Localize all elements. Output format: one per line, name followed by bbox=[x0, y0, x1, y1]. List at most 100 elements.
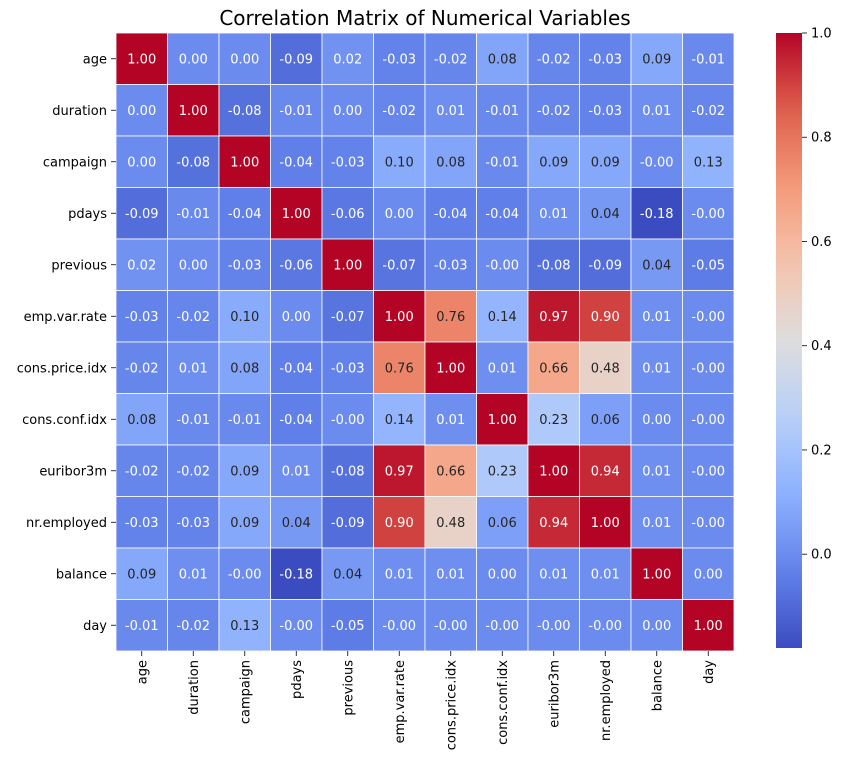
heatmap-cell bbox=[424, 135, 477, 188]
cell-value-label: -0.00 bbox=[691, 464, 725, 479]
heatmap-cell bbox=[270, 290, 323, 343]
heatmap-cell bbox=[373, 341, 426, 394]
heatmap-cell bbox=[167, 341, 220, 394]
cell-value-label: 1.00 bbox=[436, 361, 465, 376]
y-tick-label: balance bbox=[56, 567, 107, 582]
cell-value-label: -0.00 bbox=[691, 413, 725, 428]
cell-value-label: 0.01 bbox=[436, 413, 465, 428]
cell-value-label: -0.03 bbox=[588, 52, 622, 67]
heatmap-cell bbox=[579, 84, 632, 137]
cell-value-label: 0.08 bbox=[127, 413, 156, 428]
cell-value-label: 0.48 bbox=[436, 516, 465, 531]
cell-value-label: -0.00 bbox=[691, 361, 725, 376]
heatmap-cell bbox=[579, 393, 632, 446]
cell-value-label: 0.94 bbox=[539, 516, 568, 531]
cell-value-label: -0.01 bbox=[176, 413, 210, 428]
cell-value-label: 0.14 bbox=[385, 413, 414, 428]
heatmap-cell bbox=[630, 341, 683, 394]
cell-value-label: 0.09 bbox=[230, 516, 259, 531]
heatmap-cell bbox=[218, 599, 271, 652]
heatmap-cell bbox=[167, 187, 220, 240]
heatmap-cell bbox=[579, 496, 632, 549]
heatmap-cell bbox=[527, 187, 580, 240]
heatmap-cell bbox=[682, 599, 735, 652]
cell-value-label: -0.00 bbox=[691, 310, 725, 325]
cell-value-label: 0.01 bbox=[436, 567, 465, 582]
cell-value-label: -0.08 bbox=[537, 258, 571, 273]
cell-value-label: 1.00 bbox=[642, 567, 671, 582]
x-tick-label: day bbox=[702, 660, 717, 684]
cell-value-label: 0.01 bbox=[642, 516, 671, 531]
cell-value-label: -0.06 bbox=[331, 207, 365, 222]
heatmap-cell bbox=[527, 547, 580, 600]
cell-value-label: 1.00 bbox=[694, 619, 723, 634]
heatmap-cell bbox=[167, 238, 220, 291]
cell-value-label: -0.01 bbox=[279, 104, 313, 119]
cell-value-label: -0.02 bbox=[434, 52, 468, 67]
cell-value-label: 0.04 bbox=[642, 258, 671, 273]
cell-value-label: -0.02 bbox=[382, 104, 416, 119]
cell-value-label: 0.09 bbox=[127, 567, 156, 582]
y-tick-label: day bbox=[83, 619, 107, 634]
cell-value-label: 0.01 bbox=[488, 361, 517, 376]
heatmap-cell bbox=[167, 547, 220, 600]
heatmap-cell bbox=[476, 32, 529, 85]
heatmap-cell bbox=[476, 290, 529, 343]
heatmap-cell bbox=[270, 84, 323, 137]
cell-value-label: 0.13 bbox=[694, 155, 723, 170]
heatmap-cell bbox=[527, 84, 580, 137]
cell-value-label: -0.08 bbox=[228, 104, 262, 119]
heatmap-cell bbox=[682, 135, 735, 188]
heatmap-cell bbox=[424, 496, 477, 549]
cell-value-label: -0.04 bbox=[485, 207, 519, 222]
heatmap-cell bbox=[373, 547, 426, 600]
cell-value-label: 0.66 bbox=[436, 464, 465, 479]
cell-value-label: 0.01 bbox=[642, 104, 671, 119]
cell-value-label: -0.09 bbox=[125, 207, 159, 222]
cell-value-label: 0.76 bbox=[385, 361, 414, 376]
cell-value-label: 0.00 bbox=[385, 207, 414, 222]
cell-value-label: 1.00 bbox=[230, 155, 259, 170]
x-tick-label: pdays bbox=[290, 660, 305, 699]
heatmap-cell bbox=[630, 496, 683, 549]
cell-value-label: -0.01 bbox=[485, 104, 519, 119]
colorbar-ticks: 0.0 0.2 0.4 0.6 0.8 1.0 bbox=[802, 27, 832, 563]
heatmap-cell bbox=[270, 393, 323, 446]
heatmap-cell bbox=[218, 444, 271, 497]
cell-value-label: -0.00 bbox=[485, 258, 519, 273]
cell-value-label: -0.02 bbox=[176, 619, 210, 634]
cell-value-label: 0.01 bbox=[642, 361, 671, 376]
cell-value-label: -0.00 bbox=[382, 619, 416, 634]
x-tick-label: age bbox=[135, 660, 150, 684]
heatmap-cell bbox=[579, 32, 632, 85]
cell-value-label: -0.09 bbox=[279, 52, 313, 67]
colorbar-tick-label: 0.0 bbox=[811, 548, 832, 563]
cell-value-label: 0.09 bbox=[539, 155, 568, 170]
colorbar-tick-label: 0.6 bbox=[811, 235, 832, 250]
heatmap-cell bbox=[270, 547, 323, 600]
cell-value-label: 1.00 bbox=[539, 464, 568, 479]
cell-value-label: -0.00 bbox=[434, 619, 468, 634]
heatmap-cell bbox=[579, 599, 632, 652]
cell-value-label: 0.01 bbox=[591, 567, 620, 582]
cell-value-label: 0.09 bbox=[591, 155, 620, 170]
cell-value-label: 0.76 bbox=[436, 310, 465, 325]
heatmap-cell bbox=[682, 496, 735, 549]
cell-value-label: -0.01 bbox=[125, 619, 159, 634]
cell-value-label: 0.23 bbox=[539, 413, 568, 428]
cell-value-label: -0.00 bbox=[691, 207, 725, 222]
heatmap-cell bbox=[424, 290, 477, 343]
heatmap-cell bbox=[682, 547, 735, 600]
cell-value-label: -0.02 bbox=[176, 464, 210, 479]
cell-value-label: 0.04 bbox=[282, 516, 311, 531]
cell-value-label: 0.01 bbox=[642, 464, 671, 479]
heatmap-cell bbox=[682, 393, 735, 446]
heatmap-cell bbox=[167, 32, 220, 85]
heatmap-cell bbox=[115, 393, 168, 446]
x-tick-label: campaign bbox=[238, 660, 253, 724]
cell-value-label: 0.08 bbox=[436, 155, 465, 170]
heatmap-cell bbox=[115, 547, 168, 600]
cell-value-label: -0.04 bbox=[434, 207, 468, 222]
cell-value-label: -0.06 bbox=[279, 258, 313, 273]
heatmap-cell bbox=[579, 547, 632, 600]
